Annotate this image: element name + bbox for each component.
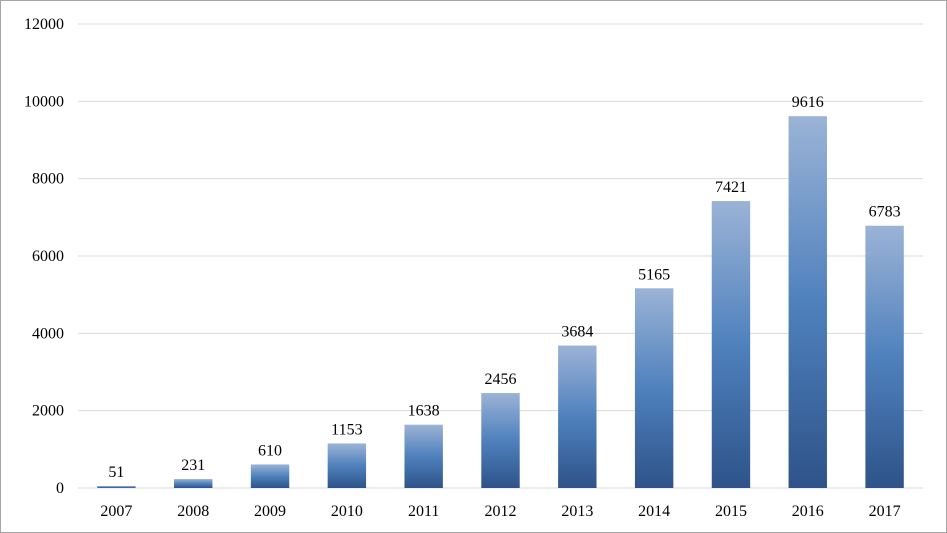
bar-2012 [481, 393, 520, 488]
data-label-2015: 7421 [715, 179, 747, 196]
y-tick-label: 4000 [32, 325, 64, 342]
x-tick-label-2009: 2009 [254, 503, 286, 520]
x-tick-label-2016: 2016 [792, 503, 824, 520]
data-label-2010: 1153 [331, 421, 362, 438]
y-tick-label: 12000 [24, 16, 64, 33]
x-tick-label-2015: 2015 [715, 503, 747, 520]
gridlines [78, 23, 923, 489]
x-tick-label-2010: 2010 [331, 503, 363, 520]
bar-2007 [97, 486, 136, 488]
x-tick-label-2017: 2017 [869, 503, 901, 520]
y-tick-label: 10000 [24, 93, 64, 110]
data-label-2012: 2456 [485, 371, 517, 388]
x-tick-label-2007: 2007 [100, 503, 132, 520]
bar-2017 [865, 225, 904, 488]
bar-2010 [327, 443, 367, 488]
data-label-2008: 231 [181, 457, 205, 474]
bar-2013 [558, 345, 597, 488]
x-tick-label-2011: 2011 [408, 503, 439, 520]
x-axis-tick-labels: 2007 2008 2009 2010 2011 2012 2013 2014 2015 2016… [100, 503, 900, 520]
bar-2014 [634, 288, 674, 488]
bar-2016 [788, 116, 827, 488]
data-labels: 51 231 610 1153 1638 2456 3684 5165 7421 9616 6783 [108, 94, 900, 481]
data-label-2007: 51 [108, 464, 124, 481]
data-label-2011: 1638 [408, 403, 440, 420]
bars [97, 116, 904, 488]
y-tick-label: 6000 [32, 248, 64, 265]
bar-2011 [404, 424, 443, 488]
data-label-2017: 6783 [869, 204, 901, 221]
y-tick-label: 0 [56, 480, 64, 497]
y-tick-label: 2000 [32, 403, 64, 420]
data-label-2014: 5165 [638, 266, 670, 283]
x-tick-label-2014: 2014 [638, 503, 670, 520]
data-label-2016: 9616 [792, 94, 824, 111]
y-tick-label: 8000 [32, 171, 64, 188]
bar-2009 [250, 464, 290, 488]
data-label-2009: 610 [258, 442, 282, 459]
x-tick-label-2013: 2013 [561, 503, 593, 520]
bar-2015 [711, 201, 751, 488]
x-tick-label-2012: 2012 [485, 503, 517, 520]
y-axis-tick-labels: 0 2000 4000 6000 8000 10000 12000 [24, 16, 64, 497]
data-label-2013: 3684 [561, 324, 593, 341]
x-tick-label-2008: 2008 [177, 503, 209, 520]
bar-2008 [174, 479, 213, 488]
